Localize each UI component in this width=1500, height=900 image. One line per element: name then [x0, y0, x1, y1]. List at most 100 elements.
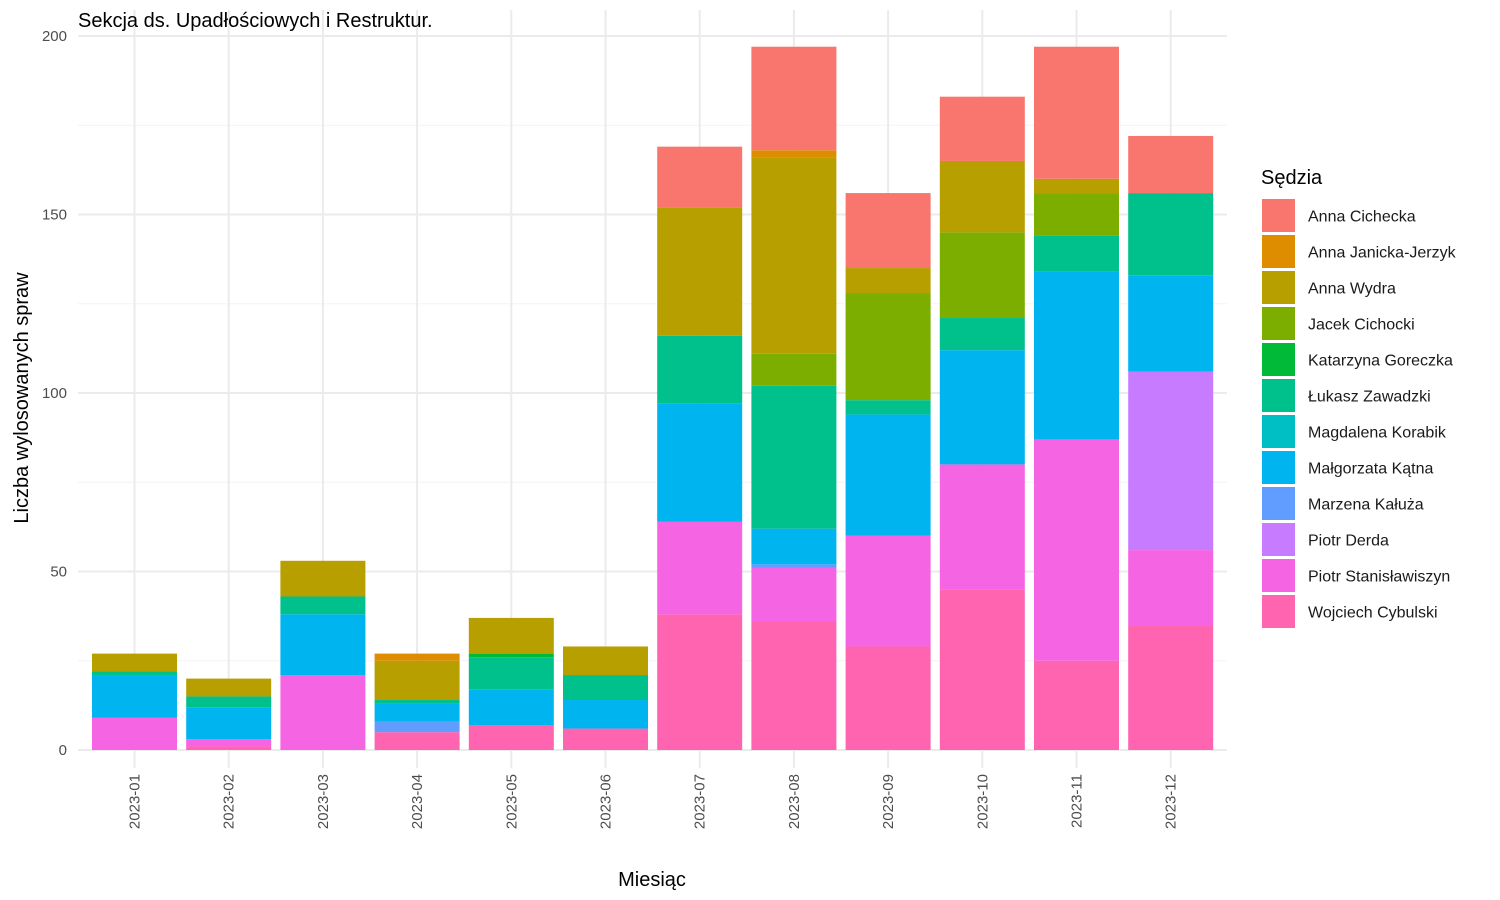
bar-segment: [845, 646, 931, 750]
bar-segment: [1128, 371, 1214, 551]
bar-segment: [939, 232, 1025, 319]
bar-segment: [280, 560, 366, 597]
y-tick-label: 100: [42, 385, 67, 402]
bar-segment: [1128, 625, 1214, 750]
legend-key: [1262, 307, 1295, 340]
bar-segment: [939, 350, 1025, 465]
bar-segment: [657, 207, 743, 336]
bar-segment: [563, 646, 648, 676]
x-tick-label: 2023-09: [880, 774, 897, 829]
bar-segment: [563, 728, 648, 750]
legend-label: Jacek Cichocki: [1308, 317, 1415, 334]
bar-segment: [468, 653, 554, 658]
bar-segment: [1034, 46, 1119, 179]
legend-key: [1262, 343, 1295, 376]
bar-segment: [939, 96, 1025, 161]
legend-label: Anna Janicka-Jerzyk: [1308, 245, 1457, 262]
bar-segment: [845, 193, 931, 269]
legend-key: [1262, 199, 1295, 232]
legend-label: Katarzyna Goreczka: [1308, 353, 1453, 370]
legend-label: Anna Wydra: [1308, 281, 1396, 298]
bar-segment: [280, 596, 366, 615]
bar-segment: [468, 657, 554, 690]
bar-segment: [374, 653, 460, 661]
legend-items: Anna Cichecka Anna Janicka-Jerzyk Anna Wyd…: [1262, 199, 1457, 628]
x-axis-title: Miesiąc: [618, 869, 686, 891]
bar-segment: [845, 293, 931, 401]
y-tick-label: 0: [59, 742, 67, 759]
legend-key: [1262, 415, 1295, 448]
bar-segment: [751, 150, 837, 158]
x-tick-label: 2023-02: [221, 774, 238, 829]
bar-segment: [751, 157, 837, 354]
bar-segment: [751, 567, 837, 622]
x-tick-label: 2023-07: [692, 774, 709, 829]
bar-segment: [1034, 439, 1119, 661]
legend-label: Anna Cichecka: [1308, 209, 1416, 226]
bar-segment: [657, 403, 743, 522]
bars: [92, 46, 1214, 750]
bar-segment: [751, 621, 837, 750]
bar-segment: [468, 617, 554, 654]
legend-key: [1262, 523, 1295, 556]
y-axis-ticks: 0 50 100 150 200: [42, 28, 67, 759]
bar-segment: [845, 400, 931, 415]
legend-label: Łukasz Zawadzki: [1308, 389, 1431, 406]
y-tick-label: 150: [42, 207, 67, 224]
legend-label: Piotr Stanisławiszyn: [1308, 569, 1450, 586]
bar-segment: [92, 653, 177, 672]
bar-segment: [751, 353, 837, 386]
bar-segment: [374, 703, 460, 722]
bar-segment: [939, 318, 1025, 351]
chart-title: Sekcja ds. Upadłościowych i Restruktur.: [78, 10, 433, 32]
legend-title: Sędzia: [1261, 167, 1323, 189]
bar-segment: [374, 732, 460, 750]
bar-segment: [845, 414, 931, 536]
bar-segment: [657, 614, 743, 750]
bar-segment: [1128, 275, 1214, 372]
bar-segment: [92, 675, 177, 718]
bar-segment: [845, 535, 931, 647]
x-tick-label: 2023-03: [315, 774, 332, 829]
bar-segment: [92, 671, 177, 676]
x-tick-label: 2023-05: [503, 774, 520, 829]
legend-label: Piotr Derda: [1308, 533, 1389, 550]
x-axis-ticks: 2023-01 2023-02 2023-03 2023-04 2023-05 2023-…: [127, 774, 1180, 829]
bar-segment: [186, 707, 272, 740]
y-axis-title: Liczba wylosowanych spraw: [11, 272, 33, 524]
bar-segment: [1128, 135, 1214, 194]
x-tick-label: 2023-08: [786, 774, 803, 829]
legend-key: [1262, 379, 1295, 412]
bar-segment: [563, 675, 648, 701]
bar-segment: [186, 739, 272, 747]
bar-segment: [280, 614, 366, 676]
bar-segment: [845, 268, 931, 294]
bar-segment: [1034, 660, 1119, 750]
bar-segment: [374, 700, 460, 704]
bar-segment: [751, 46, 837, 151]
bar-segment: [939, 160, 1025, 233]
legend-key: [1262, 451, 1295, 484]
legend-key: [1262, 235, 1295, 268]
bar-segment: [751, 564, 837, 568]
legend-label: Magdalena Korabik: [1308, 425, 1447, 442]
bar-segment: [751, 528, 837, 565]
bar-segment: [186, 696, 272, 708]
bar-segment: [468, 689, 554, 726]
bar-segment: [939, 464, 1025, 590]
bar-segment: [1128, 193, 1214, 276]
x-tick-label: 2023-11: [1069, 774, 1086, 828]
y-tick-label: 200: [42, 28, 67, 45]
bar-segment: [1034, 193, 1119, 236]
bar-segment: [186, 678, 272, 697]
bar-segment: [751, 385, 837, 529]
bar-segment: [92, 717, 177, 750]
bar-segment: [468, 725, 554, 750]
bar-segment: [563, 700, 648, 729]
legend-key: [1262, 559, 1295, 592]
y-tick-label: 50: [50, 564, 67, 581]
bar-segment: [1034, 235, 1119, 272]
bar-segment: [657, 335, 743, 404]
